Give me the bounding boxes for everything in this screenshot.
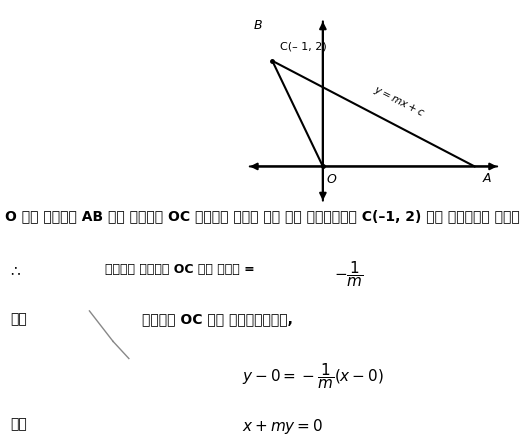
Text: या: या (11, 417, 27, 431)
Text: अब: अब (11, 312, 27, 326)
Text: लम्ब रेखा OC की ढाल =: लम्ब रेखा OC की ढाल = (105, 263, 259, 276)
Text: A: A (482, 172, 491, 185)
Text: O: O (327, 173, 337, 186)
Text: B: B (254, 19, 262, 32)
Text: $y = mx + c$: $y = mx + c$ (371, 83, 427, 120)
Text: ∴: ∴ (11, 263, 21, 278)
Text: $x + my = 0$: $x + my = 0$ (242, 417, 323, 436)
Text: O से रेखा AB पर लम्ब OC डाला गया है जो बिन्दु C(–1, 2) पर मिलता है।: O से रेखा AB पर लम्ब OC डाला गया है जो ब… (5, 210, 520, 224)
Text: रेखा OC का संमीकरण,: रेखा OC का संमीकरण, (142, 312, 293, 326)
Text: $-\dfrac{1}{m}$: $-\dfrac{1}{m}$ (334, 260, 363, 289)
Text: $y - 0 = -\dfrac{1}{m}(x - 0)$: $y - 0 = -\dfrac{1}{m}(x - 0)$ (242, 361, 384, 391)
Text: C(– 1, 2): C(– 1, 2) (280, 41, 327, 52)
